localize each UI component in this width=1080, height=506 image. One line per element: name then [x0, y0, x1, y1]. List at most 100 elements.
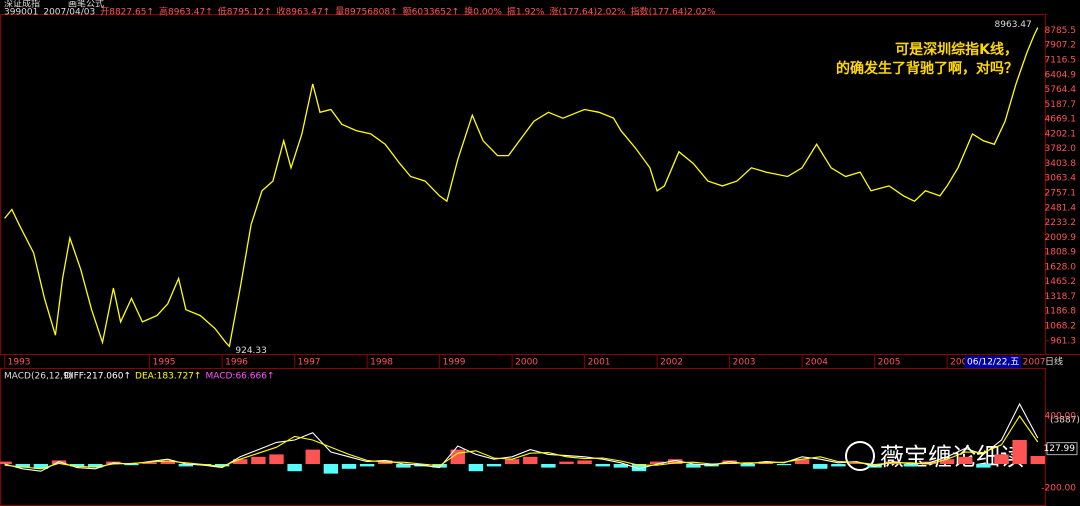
info-field: 收8963.47↑ — [277, 6, 331, 18]
info-field: 涨(177.64)2.02% — [549, 7, 626, 18]
period-label: 日线 — [1045, 356, 1063, 368]
x-tick-label: 2006 — [950, 358, 973, 368]
macd-bar — [1012, 440, 1027, 464]
y-tick-label: 7116.5 — [1045, 55, 1077, 65]
x-tick-label: 1996 — [225, 358, 248, 368]
info-field: 2007/04/03 — [43, 8, 95, 18]
y-tick-label: 1186.8 — [1045, 307, 1077, 317]
y-tick-label: 7907.2 — [1045, 41, 1077, 51]
macd-bar — [142, 462, 157, 464]
macd-bar — [468, 464, 484, 472]
x-tick-label: 1999 — [443, 358, 466, 368]
info-field: 换0.00% — [464, 6, 502, 18]
note: 可是深圳综指K线， — [895, 41, 1018, 58]
macd-bar — [722, 460, 737, 464]
macd-bar — [214, 464, 230, 467]
info-field: 低8795.12↑ — [218, 6, 272, 18]
macd-bar — [305, 449, 320, 464]
y-tick-label: 1808.9 — [1045, 248, 1077, 258]
macd-bar — [269, 454, 284, 464]
info-field: 振1.92% — [507, 6, 545, 18]
y-tick-label: 3063.4 — [1045, 174, 1077, 184]
macd-bar — [794, 459, 810, 464]
y-tick-label: 6404.9 — [1045, 70, 1077, 80]
price-line — [4, 27, 1039, 348]
cursor-label: 06/12/22,五 — [967, 358, 1019, 368]
y-tick-label: 2233.2 — [1045, 218, 1077, 228]
macd-bar — [323, 464, 339, 474]
cursor-label-bg — [965, 356, 1021, 368]
info-field: 高8963.47↑ — [159, 6, 213, 18]
macd-bar — [233, 459, 248, 464]
macd-bar — [595, 464, 610, 467]
macd-bar — [686, 464, 701, 468]
current-label: 127.99 — [1044, 444, 1076, 454]
macd-bar — [958, 456, 973, 464]
macd-bar — [396, 464, 411, 468]
x-tick-label: 2004 — [805, 358, 828, 368]
current-box — [1046, 442, 1078, 456]
count-label: (3887) — [1050, 416, 1080, 426]
info-field: 量89756808↑ — [335, 7, 397, 18]
macd-bar — [831, 464, 846, 467]
x-tick-label: 2000 — [515, 358, 538, 368]
y-tick-label: 1628.0 — [1045, 262, 1077, 272]
y-tick-label: 8785.5 — [1045, 26, 1077, 36]
macd-bar — [1030, 456, 1045, 464]
macd-bar — [341, 464, 357, 469]
annotation: 924.33 — [235, 346, 267, 356]
info-field: 399001 — [4, 8, 38, 18]
y-tick-label: 4202.1 — [1045, 129, 1077, 139]
macd-bar — [0, 461, 12, 464]
macd-bar — [541, 464, 556, 468]
y-tick-label: 961.3 — [1050, 336, 1076, 346]
x-tick-label: 2005 — [878, 358, 901, 368]
macd-bar — [813, 464, 828, 469]
y-tick-label: 2009.9 — [1045, 233, 1077, 243]
macd-bar — [251, 456, 266, 464]
macd-bar — [287, 464, 302, 472]
macd-bar — [88, 464, 103, 468]
info-field: 开8827.65↑ — [100, 7, 154, 18]
y-tick-label: 4669.1 — [1045, 115, 1077, 125]
x-tick-label: 1998 — [370, 358, 393, 368]
macd-bar — [849, 462, 864, 464]
macd-bar — [740, 464, 755, 467]
macd-bar — [178, 464, 194, 467]
x-tick-label: 2007 — [1023, 358, 1046, 368]
macd-bar — [668, 459, 683, 464]
y-tick-label: 1318.7 — [1045, 292, 1077, 302]
readout: MACD:66.666↑ — [205, 372, 274, 382]
y-tick-label: -200.00 — [1041, 484, 1076, 494]
macd-bar — [33, 464, 49, 469]
readout: DEA:183.727↑ — [135, 372, 201, 382]
macd-bar — [486, 464, 502, 467]
x-tick-label: 1997 — [298, 358, 321, 368]
y-tick-label: 1068.2 — [1045, 321, 1077, 331]
macd-bar — [631, 464, 647, 472]
macd-line — [4, 415, 1039, 470]
macd-bar — [124, 464, 139, 466]
chart-title: 深证成指 — [4, 0, 40, 10]
macd-bar — [976, 464, 991, 468]
macd-bar — [359, 464, 375, 467]
y-tick-label: 3403.8 — [1045, 159, 1077, 169]
x-tick-label: 1995 — [153, 358, 176, 368]
info-field: 额6033652↑ — [403, 6, 460, 18]
macd-bar — [15, 464, 30, 468]
y-tick-label: 1465.2 — [1045, 277, 1077, 287]
x-tick-label: 2002 — [660, 358, 683, 368]
macd-bar — [776, 464, 792, 466]
macd-bar — [559, 461, 574, 464]
x-tick-label: 1993 — [8, 358, 31, 368]
y-tick-label: 400.00 — [1045, 412, 1077, 422]
macd-bar — [523, 456, 538, 464]
macd-bar — [504, 459, 520, 464]
y-tick-label: 3782.0 — [1045, 144, 1077, 154]
annotation: 8963.47 — [995, 20, 1032, 30]
macd-bar — [613, 464, 629, 468]
note: 的确发生了背驰了啊，对吗？ — [836, 60, 1018, 77]
info-field: 指数(177.64)2.02% — [631, 6, 717, 18]
